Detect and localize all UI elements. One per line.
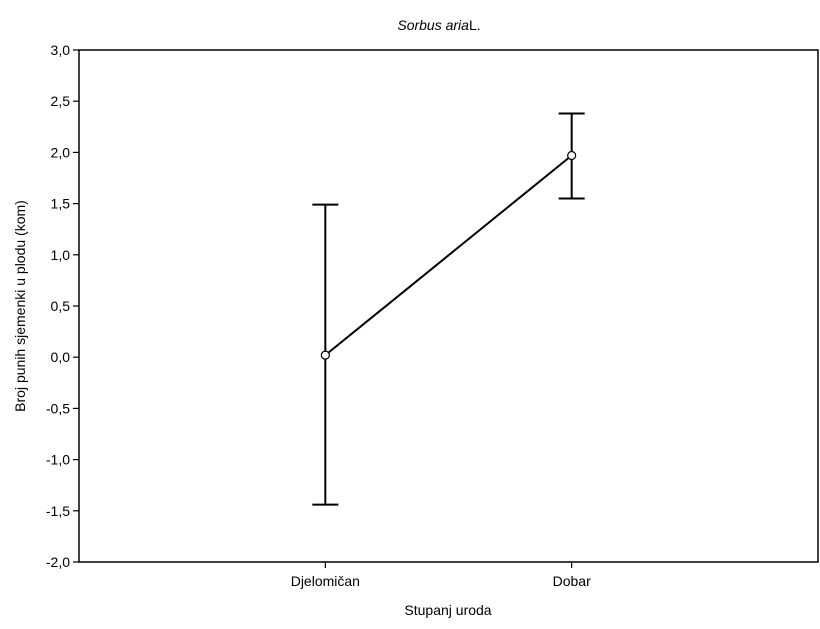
y-axis: -2,0 -1,5 -1,0 -0,5 0,0 0,5 1,0 1,5 2,0 2,5 3,0	[46, 42, 79, 570]
y-tick-label: -1,0	[46, 452, 70, 468]
y-tick-label: 0,5	[51, 298, 71, 314]
y-tick-label: -1,5	[46, 503, 70, 519]
y-tick-label: 2,0	[51, 144, 71, 160]
chart-title-suffix: L.	[469, 17, 481, 33]
series-layer	[312, 112, 585, 506]
y-tick-label: -0,5	[46, 400, 70, 416]
y-tick-label: -2,0	[46, 554, 70, 570]
series-line	[324, 154, 573, 356]
data-point	[567, 150, 577, 161]
x-axis: Djelomičan Dobar	[291, 562, 591, 589]
y-tick-label: 0,0	[51, 349, 71, 365]
chart-title-italic: Sorbus aria	[397, 17, 469, 33]
x-tick-label: Dobar	[553, 573, 591, 589]
chart-title: Sorbus ariaL.	[397, 17, 480, 33]
x-tick-label: Djelomičan	[291, 573, 360, 589]
y-axis-title: Broj punih sjemenki u plodu (kom)	[12, 200, 28, 412]
x-axis-title: Stupanj uroda	[404, 602, 491, 618]
y-tick-label: 3,0	[51, 42, 71, 58]
y-tick-label: 1,5	[51, 196, 71, 212]
y-tick-label: 2,5	[51, 93, 71, 109]
data-point	[320, 350, 330, 360]
y-tick-label: 1,0	[51, 247, 71, 263]
plot-area-frame	[78, 49, 819, 563]
